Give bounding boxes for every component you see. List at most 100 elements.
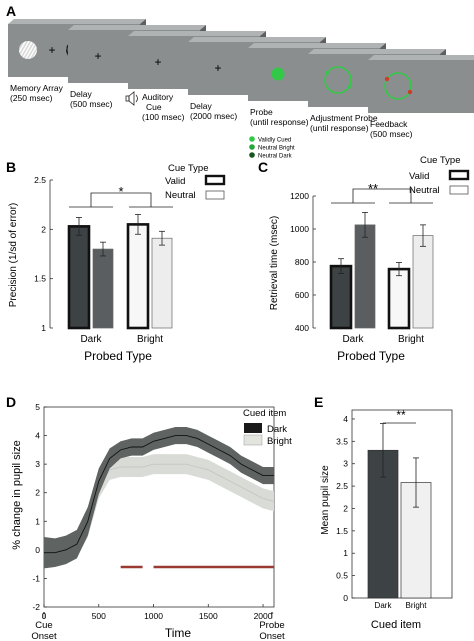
probe-legend-dot bbox=[249, 136, 255, 142]
x-category-label: Bright bbox=[137, 334, 163, 345]
stage-sub: Cue bbox=[146, 102, 162, 112]
y-tick-label: 5 bbox=[35, 402, 40, 412]
panel-c-significance: ** bbox=[368, 181, 378, 196]
bar-bright-neutral bbox=[412, 235, 434, 329]
fixation-cross: + bbox=[154, 55, 161, 69]
probe-onset-arrow: ↑ bbox=[269, 609, 275, 621]
probe-legend-dot bbox=[249, 152, 255, 158]
probe-legend-dot bbox=[249, 144, 255, 150]
bar-dark-valid bbox=[67, 225, 91, 330]
panel-e-chart: 0 0.5 1 1.5 2 2.5 3 3.5 4 Dark Bright bbox=[336, 409, 453, 610]
bar-bright-valid bbox=[387, 267, 411, 330]
stage-label: Feedback bbox=[370, 119, 408, 129]
panel-c-legend-valid-swatch bbox=[448, 169, 470, 181]
panel-d: D % change in pupil size Time Cued item … bbox=[6, 394, 292, 641]
panel-e-significance: ** bbox=[396, 408, 406, 422]
stage-sub2: (100 msec) bbox=[142, 112, 185, 122]
speaker-body bbox=[125, 95, 130, 102]
y-tick-label: 2.5 bbox=[336, 481, 348, 491]
panel-b-chart: 1 1.5 2 2.5 Dark Bright bbox=[34, 175, 173, 345]
probe-legend-label: Neutral Bright bbox=[258, 146, 295, 152]
feedback-marker bbox=[384, 76, 390, 82]
panel-c-legend-title: Cue Type bbox=[420, 155, 461, 166]
probe-legend: Validly Cued Neutral Bright Neutral Dark bbox=[249, 136, 295, 160]
panel-d-letter: D bbox=[6, 394, 16, 410]
panel-c-legend-neutral-swatch bbox=[449, 185, 469, 195]
x-category-label: Dark bbox=[342, 334, 364, 345]
stage-sub: (2000 msec) bbox=[190, 111, 237, 121]
panel-d-legend-dark: Dark bbox=[267, 424, 287, 435]
panel-b-legend-title: Cue Type bbox=[168, 163, 209, 174]
panel-b-legend-valid: Valid bbox=[165, 176, 185, 187]
screen-face bbox=[368, 60, 474, 113]
y-tick-label: 4 bbox=[35, 431, 40, 441]
speaker-icon bbox=[125, 91, 138, 106]
y-tick-label: 3 bbox=[35, 459, 40, 469]
x-tick-label: 1500 bbox=[199, 611, 218, 621]
y-tick-label: 2.5 bbox=[34, 175, 46, 185]
stage-label: Probe bbox=[250, 107, 273, 117]
panel-c: C Retrieval time (msec) Probed Type Cue … bbox=[258, 155, 470, 363]
y-tick-label: 0 bbox=[343, 593, 348, 603]
probe-legend-label: Validly Cued bbox=[258, 138, 291, 144]
light-grating bbox=[19, 41, 37, 59]
y-tick-label: 800 bbox=[295, 257, 309, 267]
panel-e-letter: E bbox=[314, 394, 323, 410]
x-category-label: Bright bbox=[406, 601, 428, 610]
panel-c-letter: C bbox=[258, 159, 268, 175]
probe-onset-label-2: Onset bbox=[259, 631, 285, 641]
panel-b-legend-valid-swatch bbox=[204, 174, 226, 186]
x-tick-label: 0 bbox=[42, 611, 47, 621]
significance-bracket bbox=[352, 188, 412, 203]
speaker-wave bbox=[135, 94, 138, 103]
panel-b-ylabel: Precision (1/sd of error) bbox=[8, 203, 19, 307]
fixation-cross: + bbox=[94, 49, 101, 63]
y-tick-label: 2 bbox=[343, 503, 348, 513]
y-tick-label: 4 bbox=[343, 414, 348, 424]
panel-d-xlabel: Time bbox=[165, 626, 192, 640]
panel-b: B Precision (1/sd of error) Probed Type … bbox=[6, 159, 226, 363]
x-tick-label: 2000 bbox=[254, 611, 273, 621]
cue-onset-label-1: Cue bbox=[35, 620, 52, 631]
panel-d-chart: -2 -1 0 1 2 3 4 5 0 500 1000 1500 2000 bbox=[32, 402, 275, 621]
screen-top-edge bbox=[368, 55, 474, 60]
stage-sub: (250 msec) bbox=[10, 93, 53, 103]
y-tick-label: 1 bbox=[343, 548, 348, 558]
y-tick-label: 1.5 bbox=[336, 526, 348, 536]
y-tick-label: 2 bbox=[35, 488, 40, 498]
y-tick-label: 1000 bbox=[290, 224, 309, 234]
panel-b-legend-neutral-swatch bbox=[205, 190, 225, 200]
dark-mean-line bbox=[44, 435, 274, 554]
fixation-cross: + bbox=[48, 43, 55, 57]
y-tick-label: 400 bbox=[295, 323, 309, 333]
bar-bright-valid bbox=[126, 223, 150, 330]
stage-sub: (500 msec) bbox=[70, 99, 113, 109]
cue-onset-label-2: Onset bbox=[31, 631, 57, 641]
panel-b-letter: B bbox=[6, 159, 16, 175]
adjustment-ring bbox=[324, 66, 352, 94]
stage-sub: (500 msec) bbox=[370, 129, 413, 139]
bar-dark-neutral bbox=[92, 248, 114, 329]
panel-d-legend-title: Cued item bbox=[243, 408, 286, 419]
screen-top-edge bbox=[128, 31, 266, 36]
stage-label: Delay bbox=[70, 89, 92, 99]
feedback-marker bbox=[407, 89, 413, 95]
screen-top-edge bbox=[248, 43, 386, 48]
stage-sub: (until response) bbox=[310, 123, 369, 133]
stage-label: Adjustment Probe bbox=[310, 113, 378, 123]
panel-c-legend-valid: Valid bbox=[409, 171, 429, 182]
y-tick-label: 0.5 bbox=[336, 571, 348, 581]
x-category-label: Dark bbox=[375, 601, 393, 610]
y-tick-label: 3 bbox=[343, 459, 348, 469]
ring-marker bbox=[325, 71, 329, 75]
screen-top-edge bbox=[8, 19, 146, 24]
ring-marker bbox=[347, 85, 351, 89]
cue-onset-arrow: ↑ bbox=[41, 609, 47, 621]
stage-label: Delay bbox=[190, 101, 212, 111]
trial-sequence: +Memory Array(250 msec)+Delay(500 msec)+… bbox=[8, 19, 474, 139]
y-tick-label: 600 bbox=[295, 290, 309, 300]
bar-dark-valid bbox=[329, 264, 353, 330]
y-tick-label: -1 bbox=[32, 573, 40, 583]
y-tick-label: 3.5 bbox=[336, 436, 348, 446]
